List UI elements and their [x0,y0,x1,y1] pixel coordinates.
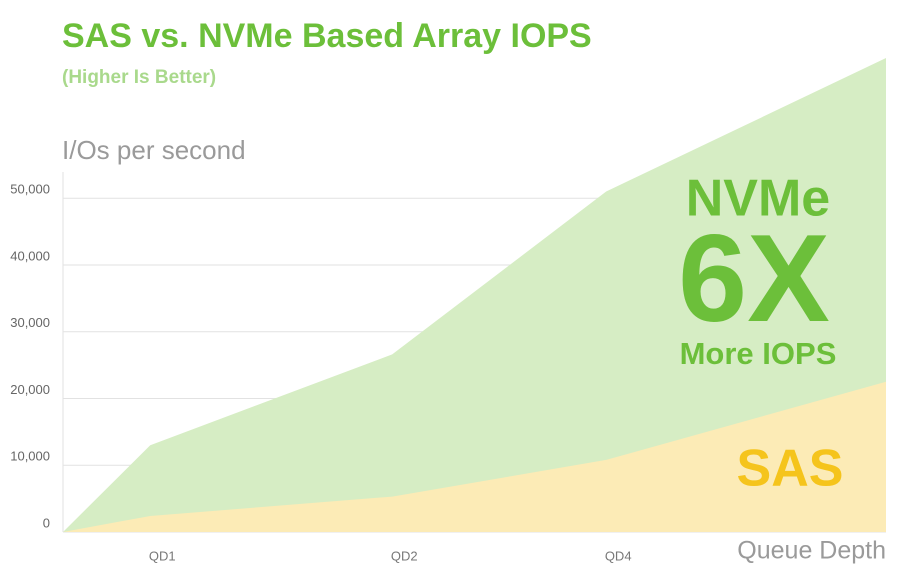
y-tick-label: 0 [43,515,50,530]
area [63,381,886,532]
x-tick-label: QD4 [605,548,632,563]
y-axis-label: I/Os per second [62,135,246,165]
y-tick-label: 20,000 [10,382,50,397]
x-tick-label: QD2 [391,548,418,563]
chart-title: SAS vs. NVMe Based Array IOPS [62,17,592,55]
y-tick-label: 40,000 [10,248,50,263]
annotation: NVMe [686,170,830,228]
x-axis-label: Queue Depth [737,537,886,565]
y-tick-label: 10,000 [10,449,50,464]
chart-subtitle: (Higher Is Better) [62,67,216,88]
annotation: 6X [678,210,830,348]
y-tick-label: 50,000 [10,182,50,197]
x-tick-label: QD1 [149,548,176,563]
annotation: SAS [737,440,844,498]
area [63,58,886,532]
annotation: More IOPS [680,336,837,371]
y-tick-label: 30,000 [10,315,50,330]
